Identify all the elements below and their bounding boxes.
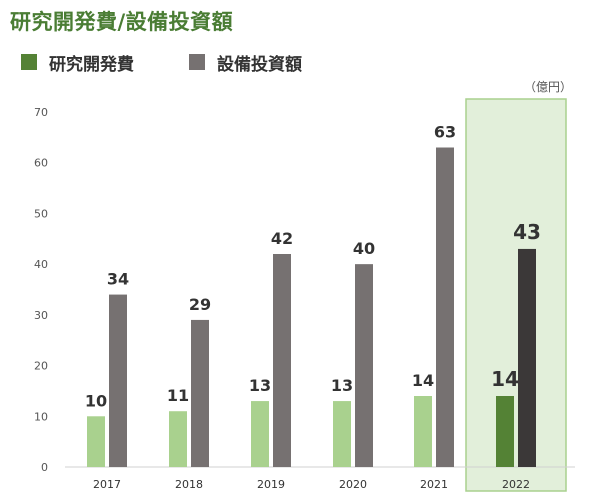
bar-rd-2018 [169,411,187,467]
x-tick-label-2019: 2019 [257,478,285,491]
data-label-rd-2017: 10 [85,391,107,410]
x-tick-label-2020: 2020 [339,478,367,491]
unit-label: （億円） [523,80,572,94]
y-tick-label: 0 [41,461,48,474]
data-label-rd-2022: 14 [491,367,519,391]
y-tick-label: 60 [34,157,48,170]
data-label-capex-2017: 34 [107,270,129,289]
legend-item-capex: 設備投資額 [189,52,302,75]
legend-label-rd: 研究開発費 [49,54,134,75]
y-tick-label: 30 [34,309,48,322]
bar-capex-2021 [436,147,454,467]
data-label-rd-2021: 14 [412,371,434,390]
legend-swatch-capex [189,54,205,70]
y-tick-label: 40 [34,258,48,271]
bar-rd-2020 [333,401,351,467]
legend-swatch-rd [21,54,37,70]
data-label-rd-2019: 13 [249,376,271,395]
bar-capex-2022 [518,248,536,467]
x-tick-label-2022: 2022 [502,478,530,491]
chart-title: 研究開発費/設備投資額 [10,10,234,34]
data-label-rd-2020: 13 [331,376,353,395]
legend-label-capex: 設備投資額 [217,54,302,75]
y-tick-label: 70 [34,106,48,119]
bar-rd-2022 [496,396,514,467]
legend-item-rd: 研究開発費 [21,52,134,75]
highlight-panel-2022 [465,98,567,492]
data-label-rd-2018: 11 [167,386,189,405]
bar-rd-2017 [87,416,105,467]
bar-capex-2018 [191,319,209,467]
y-tick-label: 20 [34,360,48,373]
bar-rd-2021 [414,396,432,467]
data-label-capex-2022: 43 [513,220,541,244]
bar-capex-2017 [109,294,127,467]
bar-rd-2019 [251,401,269,467]
x-tick-label-2018: 2018 [175,478,203,491]
data-label-capex-2021: 63 [434,123,456,142]
y-tick-label: 10 [34,410,48,423]
data-label-capex-2019: 42 [271,229,293,248]
y-tick-label: 50 [34,207,48,220]
x-tick-label-2017: 2017 [93,478,121,491]
bar-capex-2019 [273,254,291,467]
x-tick-label-2021: 2021 [420,478,448,491]
data-label-capex-2018: 29 [189,295,211,314]
data-label-capex-2020: 40 [353,239,375,258]
bar-capex-2020 [355,264,373,467]
